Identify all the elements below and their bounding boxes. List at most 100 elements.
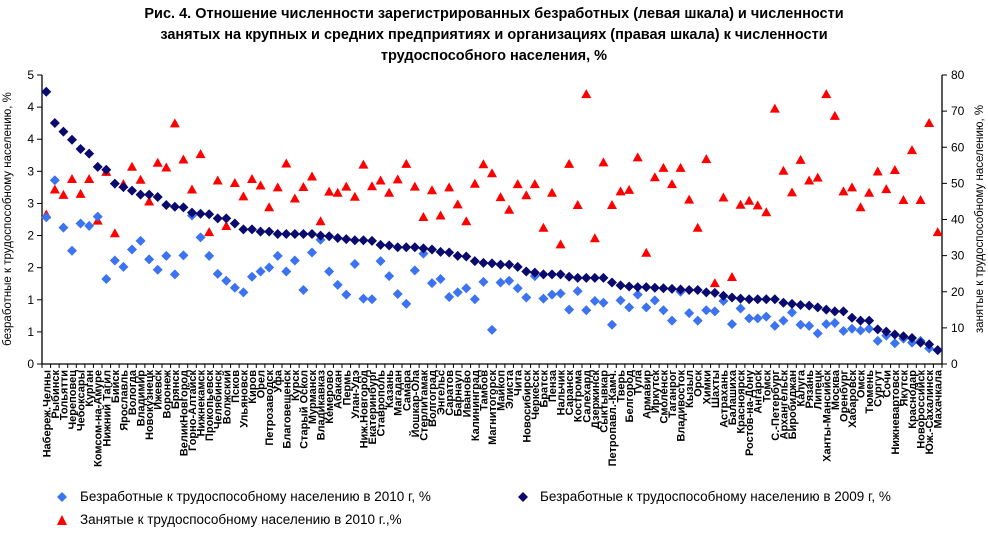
point-unemployed-2009	[178, 202, 189, 213]
point-employed-2010	[838, 186, 849, 196]
point-unemployed-2009	[898, 331, 909, 342]
category-label: Ростов-на-Дону	[744, 369, 756, 456]
category-label: Астрахань	[718, 370, 730, 428]
category-label: Новосибирск	[521, 370, 533, 443]
category-label: Белгород	[624, 370, 636, 422]
point-employed-2010	[84, 174, 95, 184]
category-label: Нальчик	[556, 370, 568, 416]
point-unemployed-2009	[598, 272, 609, 283]
point-employed-2010	[255, 180, 266, 190]
point-unemployed-2009	[324, 231, 335, 242]
point-unemployed-2010	[109, 255, 120, 266]
point-employed-2010	[547, 187, 557, 197]
point-unemployed-2010	[804, 320, 815, 331]
point-employed-2010	[718, 192, 729, 202]
category-label: Оренбург	[838, 370, 850, 422]
point-employed-2010	[332, 187, 343, 197]
point-unemployed-2009	[538, 269, 549, 280]
point-unemployed-2009	[307, 228, 317, 239]
point-unemployed-2010	[204, 250, 215, 261]
point-unemployed-2009	[907, 332, 917, 343]
point-unemployed-2009	[298, 228, 309, 239]
point-unemployed-2009	[761, 294, 772, 305]
category-label: Курск	[290, 370, 302, 402]
point-employed-2010	[349, 191, 360, 201]
category-label: Кызыл	[684, 370, 696, 408]
category-label: Псков	[230, 370, 242, 403]
category-label: Чебоксары	[76, 370, 88, 431]
point-unemployed-2009	[684, 285, 695, 296]
category-label: Томск	[761, 370, 773, 403]
point-employed-2010	[127, 161, 137, 171]
category-label: Новокузнецк	[144, 370, 156, 440]
point-unemployed-2010	[478, 276, 489, 287]
category-label: Орск	[693, 370, 705, 397]
point-unemployed-2009	[144, 189, 155, 200]
point-unemployed-2009	[452, 250, 463, 261]
point-unemployed-2009	[564, 271, 575, 282]
point-unemployed-2010	[264, 262, 275, 273]
point-employed-2010	[135, 174, 146, 184]
point-unemployed-2009	[572, 272, 583, 283]
point-unemployed-2009	[41, 86, 52, 97]
point-unemployed-2010	[624, 302, 635, 313]
point-employed-2010	[272, 182, 283, 192]
legend-marker-2009-unemployed	[518, 492, 528, 502]
category-label: Салехард	[581, 370, 593, 423]
point-employed-2010	[701, 154, 712, 164]
point-unemployed-2009	[615, 280, 626, 291]
point-unemployed-2010	[358, 293, 369, 304]
right-axis-title: занятые к трудоспособному населению, %	[974, 105, 986, 333]
category-label: Орел	[256, 370, 268, 398]
category-labels: Набереж.ЧелныРыбинскТольяттиЧереповецЧеб…	[41, 369, 944, 467]
point-employed-2010	[452, 199, 463, 209]
right-tick-label: 10	[951, 321, 965, 335]
point-employed-2010	[821, 89, 832, 99]
category-label: Химки	[701, 370, 713, 405]
right-tick-label: 60	[951, 140, 965, 154]
point-unemployed-2010	[521, 292, 532, 303]
point-unemployed-2010	[795, 319, 806, 330]
point-unemployed-2010	[547, 289, 557, 300]
point-unemployed-2009	[607, 277, 617, 288]
category-label: Вологда	[127, 369, 139, 415]
point-unemployed-2010	[144, 254, 155, 265]
point-unemployed-2010	[769, 320, 780, 331]
point-unemployed-2010	[41, 212, 52, 223]
left-tick-label: 4	[27, 100, 34, 114]
point-unemployed-2010	[589, 295, 600, 306]
category-label: Москва	[830, 369, 842, 410]
point-employed-2010	[898, 194, 909, 204]
point-unemployed-2010	[229, 282, 240, 293]
point-employed-2010	[667, 179, 677, 189]
point-employed-2010	[538, 222, 549, 232]
point-unemployed-2010	[735, 303, 746, 314]
category-label: Якутск	[898, 370, 910, 407]
category-label: Тамбов	[478, 370, 490, 411]
point-unemployed-2010	[349, 259, 360, 270]
point-unemployed-2010	[889, 338, 900, 349]
point-unemployed-2010	[787, 307, 797, 318]
point-employed-2010	[855, 202, 866, 212]
point-unemployed-2010	[469, 294, 480, 305]
point-unemployed-2009	[889, 329, 900, 340]
point-unemployed-2009	[435, 246, 446, 257]
category-label: Владивосток	[676, 370, 688, 442]
left-tick-label: 2	[27, 229, 34, 243]
point-unemployed-2010	[598, 297, 609, 308]
point-unemployed-2009	[49, 117, 60, 128]
point-unemployed-2009	[752, 294, 763, 305]
point-employed-2010	[795, 154, 806, 164]
category-label: Смоленск	[658, 370, 670, 424]
category-label: Мурманск	[307, 370, 319, 425]
category-label: Абакан	[333, 370, 345, 409]
point-unemployed-2009	[915, 337, 926, 348]
point-employed-2010	[367, 181, 377, 191]
point-unemployed-2009	[632, 282, 643, 293]
category-label: Нижнекамск	[196, 370, 208, 437]
point-unemployed-2009	[649, 282, 660, 293]
category-label: Шахты	[710, 370, 722, 408]
point-unemployed-2009	[727, 292, 737, 303]
category-label: Юж.-Сахалинск	[924, 370, 936, 455]
left-axis-title: безработные к трудоспособному населению,…	[2, 92, 14, 346]
